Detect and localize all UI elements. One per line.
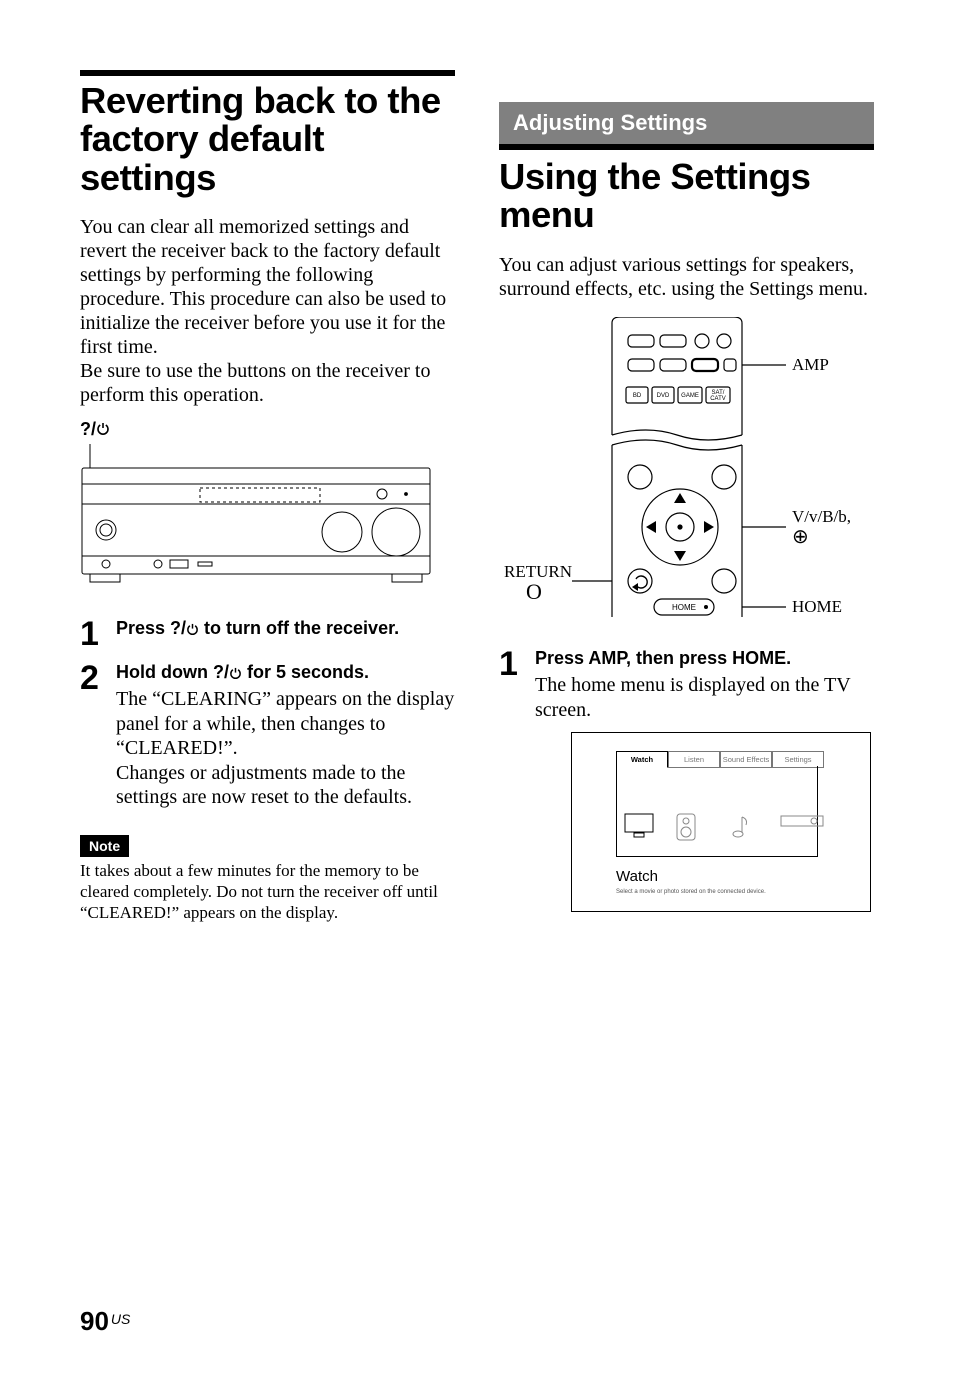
receiver-figure — [80, 444, 432, 594]
two-column-layout: Reverting back to the factory default se… — [80, 70, 874, 924]
step1-head-suffix: to turn off the receiver. — [199, 618, 399, 638]
tv-caption: Watch — [616, 868, 658, 885]
power-icon — [229, 667, 242, 680]
callout-enter: ⊕ — [792, 526, 809, 548]
tv-icon-note — [728, 813, 758, 839]
left-column: Reverting back to the factory default se… — [80, 70, 455, 924]
left-steps: 1 Press ?/ to turn off the receiver. 2 H… — [80, 617, 455, 809]
step-text: The home menu is displayed on the TV scr… — [535, 673, 874, 722]
callout-arrows: V/v/B/b, — [792, 507, 851, 526]
step-head: Hold down ?/ for 5 seconds. — [116, 661, 455, 684]
tv-screenshot: Watch Listen Sound Effects Settings — [571, 732, 871, 912]
callout-home: HOME — [792, 597, 842, 616]
remote-figure: BD DVD GAME SAT/ CATV — [502, 317, 872, 637]
section-ribbon: Adjusting Settings — [499, 102, 874, 144]
step-body: Press AMP, then press HOME. The home men… — [535, 647, 874, 912]
step-body: Press ?/ to turn off the receiver. — [116, 617, 455, 651]
tv-icon-speaker — [676, 813, 706, 839]
page: Reverting back to the factory default se… — [0, 0, 954, 1373]
step2-head-prefix: Hold down ?/ — [116, 662, 229, 682]
step-number: 1 — [499, 647, 535, 912]
power-icon — [96, 422, 110, 436]
step-head: Press AMP, then press HOME. — [535, 647, 874, 670]
tv-icon-monitor — [624, 813, 654, 839]
callout-amp: AMP — [792, 355, 829, 374]
tv-icons — [624, 813, 824, 839]
page-language: US — [111, 1311, 130, 1327]
svg-text:DVD: DVD — [656, 393, 669, 399]
left-step-2: 2 Hold down ?/ for 5 seconds. The “CLEAR… — [80, 661, 455, 809]
step1-head-prefix: Press ?/ — [116, 618, 186, 638]
step-number: 2 — [80, 661, 116, 809]
power-icon — [186, 623, 199, 636]
right-column: Adjusting Settings Using the Settings me… — [499, 70, 874, 924]
right-intro: You can adjust various settings for spea… — [499, 253, 874, 301]
right-step-1: 1 Press AMP, then press HOME. The home m… — [499, 647, 874, 912]
step2-head-suffix: for 5 seconds. — [242, 662, 369, 682]
note-text: It takes about a few minutes for the mem… — [80, 861, 455, 923]
step-body: Hold down ?/ for 5 seconds. The “CLEARIN… — [116, 661, 455, 809]
right-heading: Using the Settings menu — [499, 158, 874, 235]
tv-subcaption: Select a movie or photo stored on the co… — [616, 889, 766, 895]
svg-text:HOME: HOME — [672, 603, 696, 612]
step-head: Press ?/ to turn off the receiver. — [116, 617, 455, 640]
callout-return-symbol: O — [526, 579, 542, 604]
step-text: The “CLEARING” appears on the display pa… — [116, 687, 455, 809]
left-heading: Reverting back to the factory default se… — [80, 82, 455, 197]
page-number: 90 — [80, 1306, 109, 1336]
section-underbar — [499, 144, 874, 150]
tv-panel — [616, 766, 818, 857]
tv-icon-slider — [780, 813, 824, 839]
left-step-1: 1 Press ?/ to turn off the receiver. — [80, 617, 455, 651]
step-number: 1 — [80, 617, 116, 651]
left-intro: You can clear all memorized settings and… — [80, 215, 455, 407]
page-footer: 90US — [80, 1306, 130, 1337]
right-steps: 1 Press AMP, then press HOME. The home m… — [499, 647, 874, 912]
note-badge: Note — [80, 835, 129, 857]
svg-text:CATV: CATV — [710, 396, 726, 402]
heading-rule — [80, 70, 455, 76]
power-label-prefix: ?/ — [80, 419, 96, 440]
svg-text:GAME: GAME — [681, 393, 699, 399]
svg-text:BD: BD — [632, 393, 641, 399]
receiver-power-label: ?/ — [80, 419, 455, 440]
